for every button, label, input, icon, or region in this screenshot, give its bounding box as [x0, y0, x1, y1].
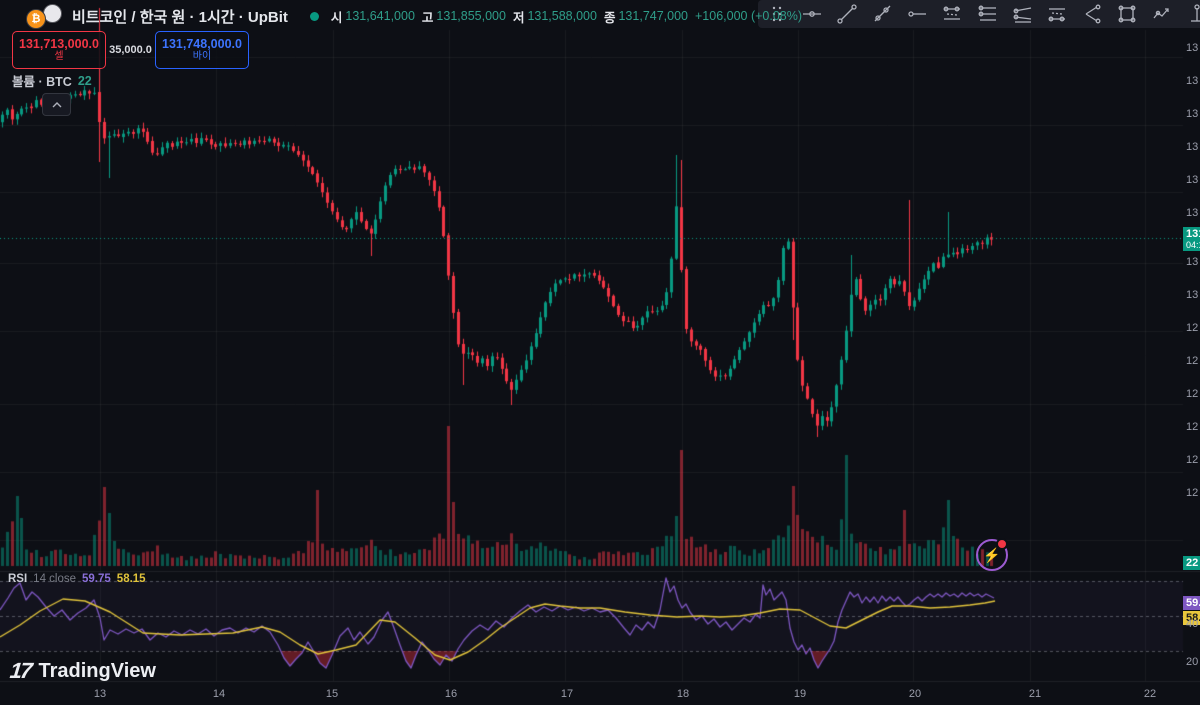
ray-icon[interactable] [871, 3, 893, 25]
time-axis-label: 14 [212, 688, 226, 700]
time-axis-label: 17 [560, 688, 574, 700]
trend-line-icon[interactable] [836, 3, 858, 25]
time-axis-label: 16 [444, 688, 458, 700]
flat-channel-icon[interactable] [1046, 3, 1068, 25]
volume-value: 22 [77, 73, 92, 88]
price-axis-label: 12 [1186, 322, 1199, 334]
price-axis-label: 12 [1186, 454, 1199, 466]
price-axis-label: 13 [1186, 256, 1199, 268]
price-axis-label: 12 [1186, 355, 1199, 367]
buy-button[interactable]: 131,748,000.0 바이 [155, 31, 249, 69]
rsi-value-badge: 59.75 [1183, 596, 1200, 610]
high-value: 131,855,000 [436, 9, 506, 23]
symbol-title[interactable]: 비트코인 / 한국 원 · 1시간 · UpBit [72, 8, 288, 26]
zigzag-icon[interactable] [1151, 3, 1173, 25]
time-axis[interactable]: 13 14 15 16 17 18 19 20 21 22 [0, 686, 1200, 705]
rsi-axis-label: 40 [1186, 618, 1199, 630]
time-axis-label: 20 [908, 688, 922, 700]
time-axis-label: 18 [676, 688, 690, 700]
volume-badge: 22 [1183, 556, 1200, 570]
tradingview-wordmark: TradingView [38, 659, 156, 682]
price-axis-label: 12 [1186, 487, 1199, 499]
price-axis-label: 13 [1186, 141, 1199, 153]
pitchfork-icon[interactable] [1011, 3, 1033, 25]
price-axis-label: 12 [1186, 388, 1199, 400]
sell-button[interactable]: 131,713,000.0 셀 [12, 31, 106, 69]
rsi-name: RSI [8, 573, 28, 585]
parallel-channel-icon[interactable] [941, 3, 963, 25]
high-label: 고 [421, 10, 434, 25]
rsi-legend[interactable]: RSI 14 close 59.75 58.15 [8, 573, 146, 585]
angle-icon[interactable] [1081, 3, 1103, 25]
low-label: 저 [512, 10, 525, 25]
time-axis-label: 21 [1028, 688, 1042, 700]
price-axis-label: 13 [1186, 174, 1199, 186]
horizontal-lines-icon[interactable] [976, 3, 998, 25]
rsi-ma-value: 58.15 [116, 573, 146, 585]
drag-handle-icon[interactable] [766, 3, 788, 25]
open-value: 131,641,000 [345, 9, 415, 23]
collapse-pane-button[interactable] [42, 93, 71, 116]
time-axis-label: 22 [1143, 688, 1157, 700]
open-label: 시 [330, 10, 343, 25]
rsi-ma-badge: 58.15 [1183, 611, 1200, 625]
order-panel: 131,713,000.0 셀 35,000.0 131,748,000.0 바… [12, 31, 249, 69]
low-value: 131,588,000 [527, 9, 597, 23]
close-value: 131,747,000 [618, 9, 688, 23]
price-axis-label: 13 [1186, 207, 1199, 219]
close-label: 종 [603, 10, 616, 25]
spread-value: 35,000.0 [109, 44, 152, 56]
ohlc-readout: 시 131,641,000 고 131,855,000 저 131,588,00… [331, 7, 802, 26]
chevron-up-icon [52, 101, 61, 107]
buy-label: 바이 [192, 51, 212, 63]
symbol-header: ₿ 비트코인 / 한국 원 · 1시간 · UpBit 시 131,641,00… [24, 4, 802, 29]
btc-coin-icon: ₿ [26, 9, 46, 29]
notification-dot [996, 538, 1008, 550]
market-open-dot-icon [309, 11, 319, 21]
price-axis-label: 13 [1186, 75, 1199, 87]
time-axis-label: 19 [793, 688, 807, 700]
sell-label: 셀 [54, 51, 64, 63]
time-axis-label: 15 [325, 688, 339, 700]
drawing-toolbar [758, 0, 1200, 28]
tradingview-logo[interactable]: 17 TradingView [8, 658, 156, 684]
current-price-badge: 131,747,00004:12 [1183, 227, 1200, 251]
rsi-axis-label: 20 [1186, 656, 1199, 668]
price-axis-label: 13 [1186, 42, 1199, 54]
horizontal-ray-icon[interactable] [906, 3, 928, 25]
rectangle-icon[interactable] [1116, 3, 1138, 25]
flash-order-button[interactable]: ⚡ [976, 538, 1008, 571]
price-axis[interactable]: 13 13 13 13 13 13 13 13 12 12 12 12 12 12 131,747,0000… [1183, 0, 1200, 705]
buy-price: 131,748,000.0 [162, 37, 242, 52]
price-axis-label: 12 [1186, 421, 1199, 433]
vertical-line-icon[interactable] [1186, 3, 1200, 25]
horizontal-line-icon[interactable] [801, 3, 823, 25]
price-axis-label: 13 [1186, 108, 1199, 120]
sell-price: 131,713,000.0 [19, 37, 99, 52]
time-axis-label: 13 [93, 688, 107, 700]
change-value: +106,000 (+0.08%) [695, 9, 803, 23]
rsi-value: 59.75 [82, 573, 111, 585]
rsi-params: 14 close [33, 573, 77, 585]
price-axis-label: 13 [1186, 289, 1199, 301]
volume-label: 볼륨 · BTC [12, 75, 72, 89]
lightning-icon: ⚡ [976, 539, 1008, 571]
pair-logo-icon: ₿ [24, 4, 64, 29]
volume-legend: 볼륨 · BTC 22 [12, 71, 92, 90]
tradingview-mark-icon: 17 [8, 658, 32, 683]
